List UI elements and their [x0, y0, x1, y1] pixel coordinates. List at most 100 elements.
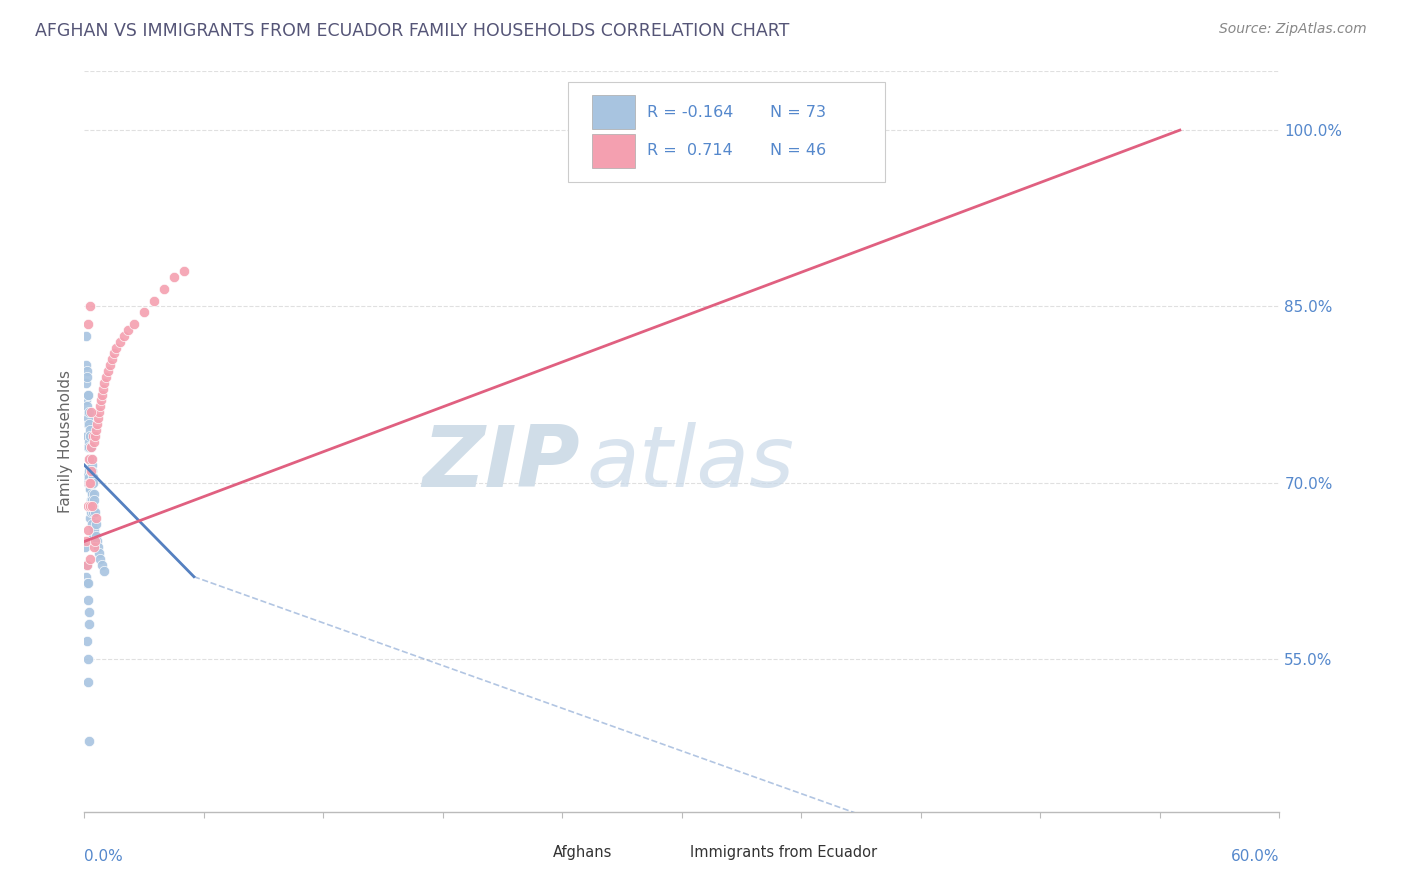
Text: N = 73: N = 73 [770, 104, 827, 120]
Point [101, 352, 124, 367]
Point [79, 441, 101, 455]
Point [77, 405, 100, 419]
Point [75, 376, 97, 390]
Point [79, 499, 101, 513]
Point [77, 434, 100, 449]
Point [77, 317, 100, 331]
Point [75, 328, 97, 343]
Text: 60.0%: 60.0% [1232, 849, 1279, 863]
Point [143, 293, 166, 308]
Point [84, 516, 107, 531]
Point [75, 393, 97, 408]
Point [77, 523, 100, 537]
Point [86, 511, 108, 525]
Point [173, 264, 195, 278]
Point [80, 441, 103, 455]
Point [89, 399, 111, 413]
Point [86, 417, 108, 431]
Point [86, 423, 108, 437]
Point [83, 487, 105, 501]
Point [79, 452, 101, 467]
Point [76, 364, 98, 378]
Point [76, 575, 98, 590]
Point [79, 417, 101, 431]
Point [103, 346, 125, 360]
Point [75, 534, 97, 549]
Point [80, 464, 103, 478]
Point [93, 376, 115, 390]
Point [80, 458, 103, 472]
Point [163, 270, 186, 285]
Point [77, 441, 100, 455]
Point [82, 516, 104, 531]
Point [79, 616, 101, 631]
Point [80, 441, 103, 455]
FancyBboxPatch shape [592, 134, 636, 168]
Point [75, 558, 97, 572]
Point [153, 282, 176, 296]
Point [79, 475, 101, 490]
Text: atlas: atlas [586, 422, 794, 505]
Point [79, 299, 101, 313]
Point [84, 534, 107, 549]
Point [82, 464, 104, 478]
Point [80, 452, 103, 467]
Point [83, 493, 105, 508]
Point [86, 534, 108, 549]
Point [79, 470, 101, 484]
FancyBboxPatch shape [592, 95, 636, 129]
FancyBboxPatch shape [568, 82, 886, 183]
Point [75, 570, 97, 584]
Point [80, 493, 103, 508]
Point [75, 358, 97, 372]
Point [91, 382, 114, 396]
Point [105, 341, 128, 355]
Point [82, 499, 104, 513]
Text: Immigrants from Ecuador: Immigrants from Ecuador [690, 845, 877, 860]
Text: R = -0.164: R = -0.164 [647, 104, 734, 120]
Point [79, 482, 101, 496]
Point [84, 505, 107, 519]
Text: R =  0.714: R = 0.714 [647, 143, 733, 158]
Point [76, 405, 98, 419]
Point [77, 499, 100, 513]
Point [76, 370, 98, 384]
Text: Afghans: Afghans [553, 845, 612, 860]
Point [82, 428, 104, 442]
Point [77, 675, 100, 690]
Point [77, 387, 100, 401]
Point [122, 317, 145, 331]
Text: 0.0%: 0.0% [84, 849, 124, 863]
Point [87, 541, 110, 555]
Point [77, 605, 100, 619]
Text: ZIP: ZIP [423, 422, 581, 505]
Point [77, 464, 100, 478]
Point [77, 593, 100, 607]
Point [80, 464, 103, 478]
Point [84, 428, 107, 442]
Y-axis label: Family Households: Family Households [58, 370, 73, 513]
Point [76, 634, 98, 648]
Point [82, 505, 104, 519]
Point [77, 652, 100, 666]
Point [76, 558, 98, 572]
Point [89, 552, 111, 566]
Point [96, 370, 118, 384]
Point [82, 493, 104, 508]
Point [77, 475, 100, 490]
Point [76, 558, 98, 572]
Point [77, 417, 100, 431]
Point [112, 328, 135, 343]
Point [84, 534, 107, 549]
Point [86, 528, 108, 542]
Point [79, 552, 101, 566]
Point [79, 452, 101, 467]
Point [77, 387, 100, 401]
Point [77, 734, 100, 748]
Point [80, 487, 103, 501]
Text: N = 46: N = 46 [770, 143, 827, 158]
Point [97, 364, 120, 378]
Point [89, 405, 111, 419]
Point [91, 558, 114, 572]
Point [90, 393, 112, 408]
